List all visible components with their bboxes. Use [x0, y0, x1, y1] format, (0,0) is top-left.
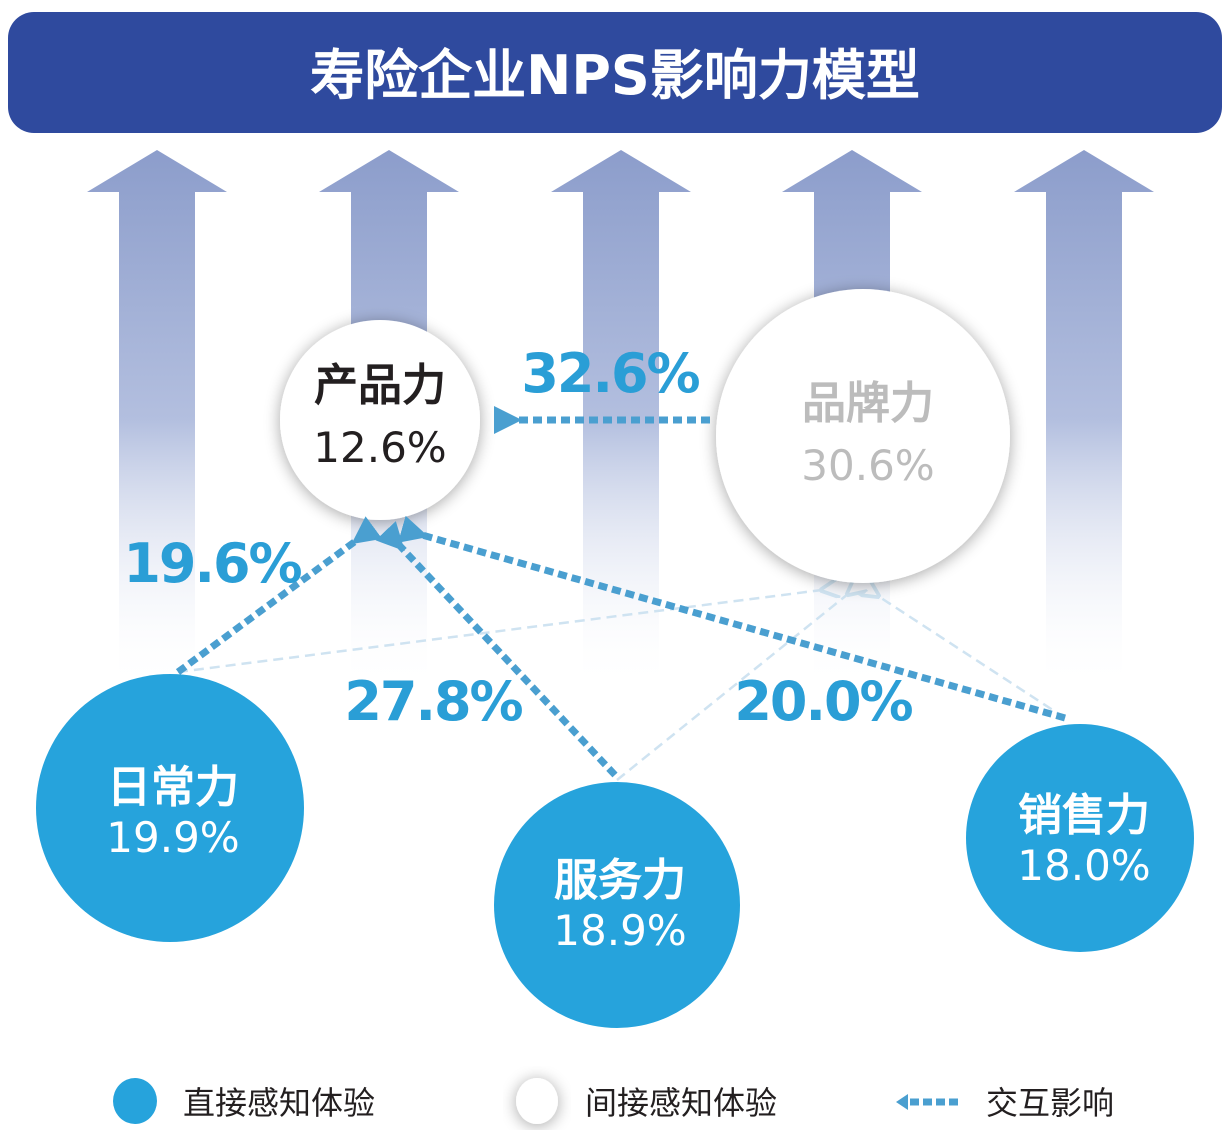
link-label-brand: 32.6%: [521, 342, 699, 405]
dotted-arrow-icon: [896, 1094, 908, 1110]
page-title: 寿险企业NPS影响力模型: [310, 44, 920, 107]
product-value: 12.6%: [313, 423, 446, 472]
link-label-daily: 19.6%: [123, 532, 301, 595]
legend: 直接感知体验 间接感知体验 交互影响: [113, 1078, 1114, 1124]
daily-value: 19.9%: [106, 813, 239, 862]
legend-indirect: 间接感知体验: [585, 1084, 777, 1122]
sales-value: 18.0%: [1017, 841, 1150, 890]
node-daily: 日常力 19.9%: [36, 674, 304, 942]
up-arrow-icon: [1014, 150, 1154, 690]
product-name: 产品力: [314, 360, 446, 411]
sales-name: 销售力: [1018, 790, 1150, 841]
link-label-sales: 20.0%: [734, 670, 912, 733]
indirect-swatch-icon: [516, 1078, 558, 1124]
node-product: 产品力 12.6%: [280, 320, 480, 520]
interaction-arrows: [175, 406, 1066, 778]
direct-swatch-icon: [113, 1078, 157, 1124]
arrow-service-product: [375, 521, 618, 778]
header-banner: 寿险企业NPS影响力模型: [8, 12, 1222, 133]
legend-direct: 直接感知体验: [183, 1084, 375, 1122]
legend-interaction: 交互影响: [986, 1084, 1114, 1122]
arrow-daily-product: [175, 516, 383, 675]
up-arrow-icon: [87, 150, 227, 690]
node-brand: 品牌力 30.6%: [716, 289, 1010, 583]
link-label-service: 27.8%: [344, 670, 522, 733]
service-name: 服务力: [554, 855, 686, 906]
daily-name: 日常力: [107, 762, 239, 813]
service-value: 18.9%: [553, 906, 686, 955]
node-sales: 销售力 18.0%: [966, 724, 1194, 952]
brand-name: 品牌力: [802, 378, 934, 429]
node-service: 服务力 18.9%: [494, 782, 740, 1028]
brand-value: 30.6%: [801, 441, 934, 490]
indirect-links: [177, 590, 1066, 781]
